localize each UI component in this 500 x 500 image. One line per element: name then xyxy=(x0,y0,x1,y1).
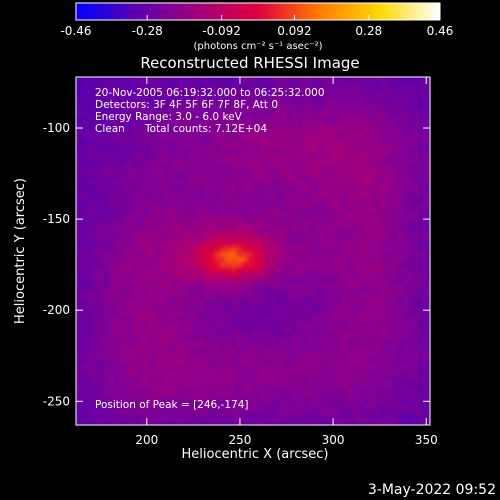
info-time-range: 20-Nov-2005 06:19:32.000 to 06:25:32.000 xyxy=(95,87,325,99)
info-annotations: 20-Nov-2005 06:19:32.000 to 06:25:32.000… xyxy=(95,87,325,411)
colorbar-tick-label: -0.28 xyxy=(132,24,163,38)
colorbar-tick-label: -0.46 xyxy=(60,24,91,38)
info-energy-range: Energy Range: 3.0 - 6.0 keV xyxy=(95,111,243,123)
x-tick-label: 300 xyxy=(322,433,345,447)
colorbar-tick-label: 0.092 xyxy=(277,24,311,38)
footer-date: 3-May-2022 09:52 xyxy=(368,482,496,498)
x-tick-label: 250 xyxy=(229,433,252,447)
colorbar-unit-label: (photons cm⁻² s⁻¹ asec⁻²) xyxy=(193,41,322,52)
chart-title: Reconstructed RHESSI Image xyxy=(140,54,359,72)
colorbar-tick-label: -0.092 xyxy=(202,24,241,38)
y-tick-label: -150 xyxy=(43,212,70,226)
info-total-counts: Total counts: 7.12E+04 xyxy=(144,123,267,135)
info-method: Clean xyxy=(95,123,125,135)
colorbar-tick-label: 0.28 xyxy=(355,24,382,38)
info-detectors: Detectors: 3F 4F 5F 6F 7F 8F, Att 0 xyxy=(95,99,278,111)
x-tick-label: 200 xyxy=(135,433,158,447)
y-tick-label: -100 xyxy=(43,121,70,135)
colorbar-ticks: -0.46 -0.28 -0.092 0.092 0.28 0.46 xyxy=(60,15,453,38)
heatmap-image xyxy=(76,77,430,425)
plot-area: 200 250 300 350 -100 -150 -200 -250 xyxy=(43,76,438,447)
x-axis-title: Heliocentric X (arcsec) xyxy=(182,447,329,462)
y-tick-label: -200 xyxy=(43,303,70,317)
info-peak-position: Position of Peak = [246,-174] xyxy=(95,399,249,411)
y-axis-title: Heliocentric Y (arcsec) xyxy=(13,178,28,324)
colorbar: -0.46 -0.28 -0.092 0.092 0.28 0.46 (photons c… xyxy=(60,2,453,52)
plot-frame xyxy=(75,76,431,426)
x-tick-label: 350 xyxy=(415,433,438,447)
axis-ticks: 200 250 300 350 -100 -150 -200 -250 xyxy=(43,77,438,447)
y-tick-label: -250 xyxy=(43,394,70,408)
colorbar-gradient xyxy=(75,2,441,21)
colorbar-tick-label: 0.46 xyxy=(427,24,454,38)
